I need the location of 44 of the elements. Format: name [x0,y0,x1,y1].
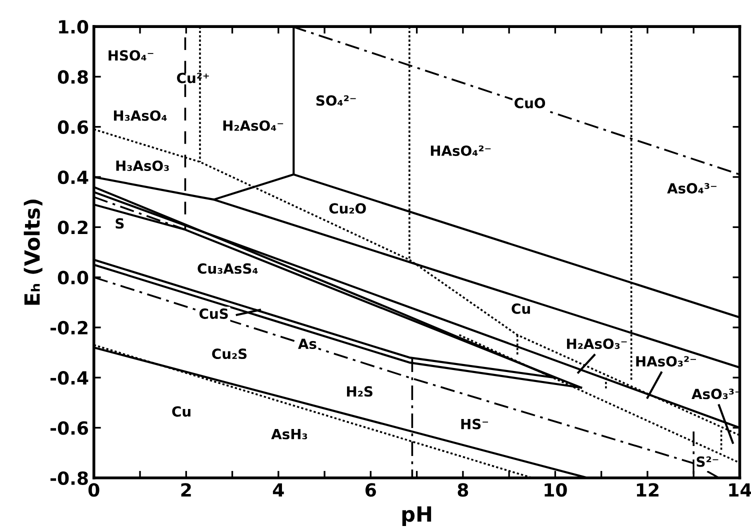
annotation: Cu₂S [212,348,247,360]
y-tick-label: 1.0 [59,20,88,34]
annotation: Cu [512,303,530,314]
y-tick-label: 0.0 [58,270,88,284]
annotation: S [116,218,124,229]
y-tick-label: 0.8 [58,70,88,84]
annotation: AsO₃³⁻ [692,388,741,400]
annotation: AsO₄³⁻ [667,183,716,194]
y-axis-title: Eₕ (Volts) [24,200,42,305]
annotation: Cu [172,406,190,417]
x-tick-label: 6 [366,483,376,497]
x-tick-label: 4 [272,483,284,496]
y-tick-label: 0.2 [58,220,88,234]
annotation: H₂AsO₄⁻ [223,120,284,131]
annotation: HAsO₃²⁻ [636,356,696,367]
annotation: SO₄²⁻ [316,95,356,106]
annotation: H₂AsO₃⁻ [567,338,627,350]
y-tick-label: -0.8 [50,471,88,486]
annotation: S²⁻ [696,456,718,467]
annotation: HS⁻ [461,418,488,430]
y-tick-label: -0.4 [50,371,88,385]
annotation: AsH₃ [271,428,308,440]
y-tick-label: 0.4 [58,170,88,184]
annotation: Cu₂O [329,203,366,214]
annotation: CuS [199,308,228,319]
annotation: CuO [514,98,546,108]
x-tick-label: 10 [544,483,567,497]
annotation: Cu₃AsS₄ [198,263,258,274]
y-tick-label: -0.2 [50,320,88,335]
y-tick-label: -0.6 [50,421,88,435]
y-tick-label: 0.6 [58,120,88,134]
x-tick-label: 14 [729,483,751,496]
annotation: H₂S [347,386,372,397]
annotation: H₃AsO₄ [114,110,167,121]
x-tick-label: 0 [88,483,100,497]
x-tick-label: 12 [636,483,658,496]
x-tick-label: 2 [181,483,191,496]
x-tick-label: 8 [458,483,468,497]
annotation: H₃AsO₃ [116,160,169,171]
annotation: HAsO₄²⁻ [430,145,491,156]
annotation: As [298,338,316,350]
annotation: Cu²⁺ [177,72,209,84]
x-axis-title: pH [402,506,432,526]
annotation: HSO₄⁻ [108,50,154,61]
